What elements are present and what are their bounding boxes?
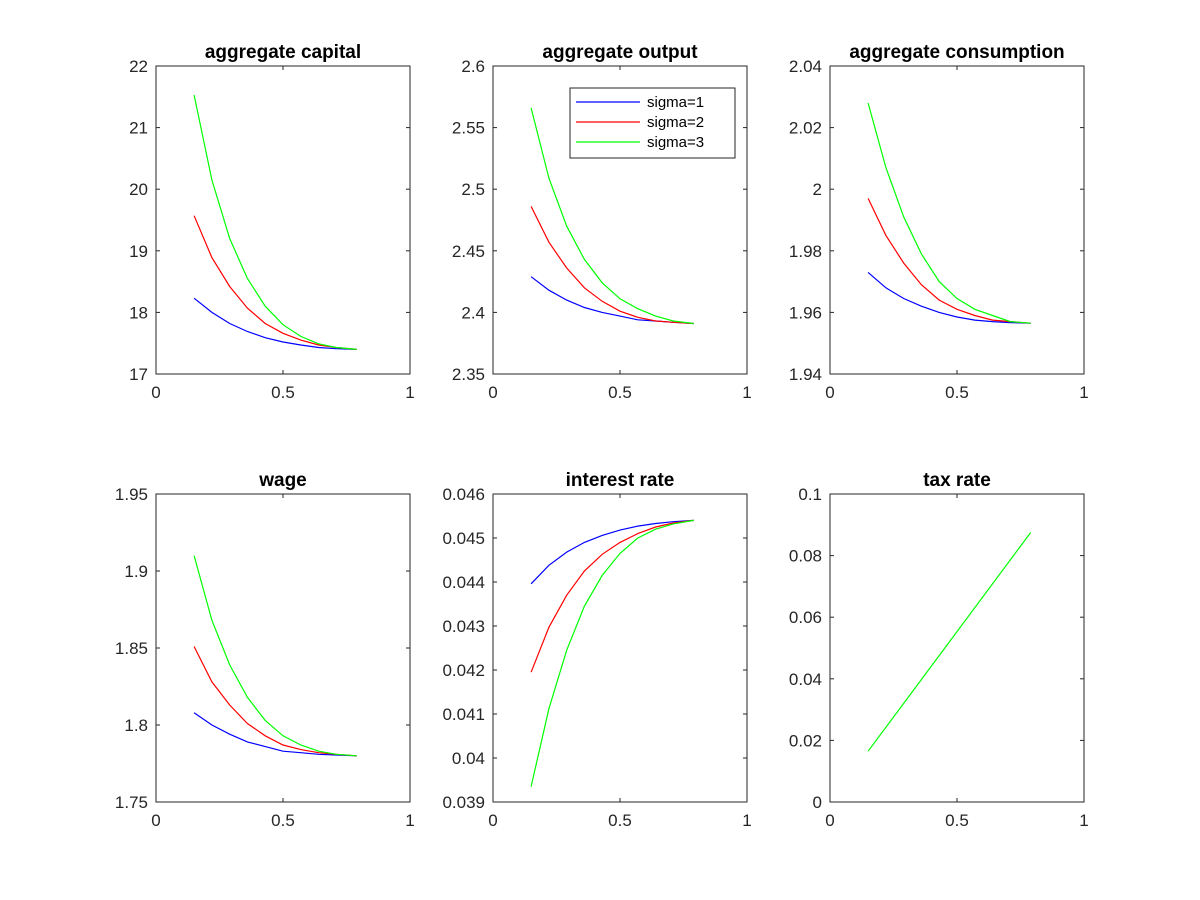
series-line-sigma-2 [530,206,694,325]
panel-title: aggregate consumption [849,42,1064,63]
y-tick-label: 0.042 [442,661,485,680]
y-tick-label: 0.04 [789,670,822,689]
panel-title: aggregate output [542,42,698,63]
x-tick-label: 0.5 [945,811,969,830]
x-tick-label: 1 [1079,811,1088,830]
y-tick-label: 1.9 [124,562,148,581]
y-tick-label: 0.044 [442,573,485,592]
series-line-sigma-2 [193,646,357,757]
x-tick-label: 0.5 [608,811,632,830]
y-tick-label: 2.4 [461,303,485,322]
y-tick-label: 19 [129,242,148,261]
y-tick-label: 2 [813,180,822,199]
y-tick-label: 2.55 [452,119,485,138]
axes-box [829,493,1085,803]
x-tick-label: 0.5 [271,383,295,402]
y-tick-label: 0.045 [442,529,485,548]
panel-title: interest rate [566,470,675,491]
y-tick-label: 1.96 [789,303,822,322]
y-tick-label: 2.04 [789,57,822,76]
y-tick-label: 0.1 [798,485,822,504]
panel-aggregate-output: aggregate output 0 0.5 1 2.35 2.4 2.45 2.5 2.55 2… [452,42,752,402]
series-line-sigma-3 [193,555,357,757]
y-tick-label: 1.75 [115,793,148,812]
y-tick-label: 2.35 [452,365,485,384]
x-tick-label: 0 [488,811,497,830]
panel-tax-rate: tax rate 0 0.5 1 0 0.02 0.04 0.06 0.08 0.1 [789,470,1089,830]
y-tick-label: 21 [129,119,148,138]
axes-box [155,65,411,375]
legend-label-sigma-2: sigma=2 [647,114,704,131]
x-tick-label: 0 [488,383,497,402]
x-tick-label: 0 [825,811,834,830]
axes-box [829,65,1085,375]
series-line-sigma-3 [530,519,694,787]
legend-label-sigma-3: sigma=3 [647,134,704,151]
x-tick-label: 0.5 [608,383,632,402]
y-tick-label: 1.85 [115,639,148,658]
legend-box [569,87,736,159]
y-tick-label: 2.6 [461,57,485,76]
panel-title: wage [258,470,307,491]
x-tick-label: 1 [1079,383,1088,402]
y-tick-label: 0.043 [442,617,485,636]
y-tick-label: 0.04 [452,749,485,768]
y-tick-label: 22 [129,57,148,76]
series-line-sigma-1 [867,271,1031,324]
x-tick-label: 1 [742,383,751,402]
y-tick-label: 0.08 [789,547,822,566]
y-tick-label: 1.98 [789,242,822,261]
panel-aggregate-consumption: aggregate consumption 0 0.5 1 1.94 1.96 1.98 2 2… [789,42,1089,402]
y-tick-label: 18 [129,303,148,322]
x-tick-label: 0 [825,383,834,402]
y-tick-label: 2.45 [452,242,485,261]
legend-label-sigma-1: sigma=1 [647,94,704,111]
series-line-sigma-1 [530,519,694,585]
x-tick-label: 1 [405,811,414,830]
y-tick-label: 17 [129,365,148,384]
panel-interest-rate: interest rate 0 0.5 1 0.039 0.04 0.041 0.042 0.0… [442,470,751,830]
x-tick-label: 1 [405,383,414,402]
panel-aggregate-capital: aggregate capital 0 0.5 1 17 18 19 20 21 22 [129,42,415,402]
y-tick-label: 0.041 [442,705,485,724]
panel-title: tax rate [923,470,991,491]
y-tick-label: 1.8 [124,716,148,735]
legend: sigma=1 sigma=2 sigma=3 [569,87,736,159]
series-line-sigma-1 [193,297,357,350]
series-line-sigma-3 [867,532,1032,752]
x-tick-label: 0 [151,811,160,830]
x-tick-label: 0 [151,383,160,402]
series-line-sigma-2 [530,519,694,673]
y-tick-label: 2.5 [461,180,485,199]
series-line-sigma-1 [193,712,357,757]
axes-box [492,493,748,803]
panel-wage: wage 0 0.5 1 1.75 1.8 1.85 1.9 1.95 [115,470,415,830]
y-tick-label: 0.046 [442,485,485,504]
y-tick-label: 2.02 [789,119,822,138]
x-tick-label: 1 [742,811,751,830]
y-tick-label: 0.06 [789,608,822,627]
panel-title: aggregate capital [205,42,361,63]
x-tick-label: 0.5 [945,383,969,402]
y-tick-label: 0.02 [789,731,822,750]
x-tick-label: 0.5 [271,811,295,830]
series-line-sigma-3 [530,107,694,325]
y-tick-label: 0 [813,793,822,812]
series-line-sigma-3 [867,102,1031,324]
axes-box [155,493,411,803]
y-tick-label: 20 [129,180,148,199]
y-tick-label: 1.95 [115,485,148,504]
series-line-sigma-3 [193,94,357,350]
y-tick-label: 1.94 [789,365,822,384]
series-line-sigma-2 [867,198,1031,324]
y-tick-label: 0.039 [442,793,485,812]
